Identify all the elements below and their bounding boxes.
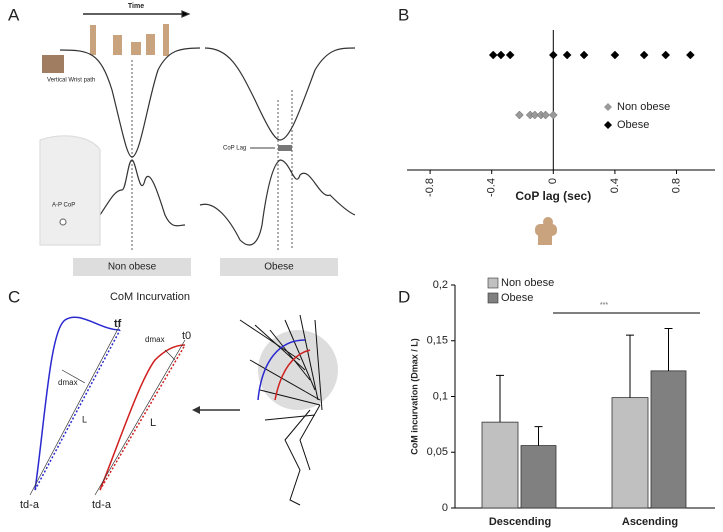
cop-lag-label: CoP Lag [223, 146, 246, 152]
cop-marker [59, 218, 67, 226]
x-tick-label: -0.4 [486, 178, 498, 197]
error-bar [496, 374, 504, 423]
length-label: L [150, 417, 156, 429]
dmax-label: dmax [145, 335, 165, 344]
point [639, 50, 649, 60]
legend-marker [604, 121, 612, 129]
stick-figure [239, 314, 323, 506]
time-label: Time [128, 3, 144, 10]
highlight [258, 330, 338, 410]
point [541, 110, 550, 120]
group-box [220, 258, 338, 276]
x-tick-label: -0.8 [424, 178, 436, 197]
panel-label: A [8, 5, 20, 24]
cop-lag-bar [278, 145, 292, 151]
wrist-path [204, 47, 356, 141]
legend-marker [487, 292, 499, 304]
point [661, 50, 671, 60]
x-tick-label: Descending [489, 516, 551, 528]
panel-title: CoM Incurvation [110, 291, 190, 303]
arrow-head [192, 406, 200, 414]
wrist-label: Vertical Wrist path [47, 78, 95, 84]
bar [650, 370, 687, 509]
arrow-head [181, 10, 191, 18]
bar [611, 397, 649, 509]
legend-marker [487, 277, 499, 289]
point [496, 50, 506, 60]
length-line [29, 324, 121, 496]
point [515, 110, 524, 120]
dmax-line [61, 369, 86, 384]
cop-path [199, 159, 356, 246]
red-chord [99, 344, 186, 491]
blue-arc [257, 339, 306, 401]
dmax-label: dmax [58, 378, 78, 387]
legend-marker [604, 103, 612, 111]
error-bar [626, 334, 634, 398]
error-bar [664, 327, 673, 371]
x-tick-label: Ascending [622, 516, 678, 528]
point [610, 50, 620, 60]
panel-label: B [398, 5, 409, 24]
length-line [94, 339, 186, 496]
point [686, 50, 695, 60]
point [562, 50, 572, 60]
figures [42, 24, 169, 73]
point [530, 110, 540, 120]
ap-cop-label: A-P CoP [52, 203, 75, 209]
red-curve [99, 344, 186, 491]
panel-label: D [398, 287, 410, 306]
legend-label: Non obese [617, 101, 670, 113]
y-tick-label: 0,05 [427, 446, 448, 458]
blue-chord [34, 329, 121, 491]
bar [481, 421, 519, 509]
endpoint-label: td-a [92, 499, 112, 511]
crouch-figure [535, 217, 557, 245]
y-tick-label: 0,1 [433, 390, 448, 402]
endpoint-label: td-a [20, 499, 40, 511]
legend-label: Obese [617, 119, 649, 131]
x-tick-label: 0.8 [670, 178, 682, 193]
legend-label: Non obese [501, 277, 554, 289]
blue-curve [34, 316, 121, 491]
point [579, 50, 589, 60]
group-label: Non obese [108, 262, 157, 273]
group-box [73, 258, 191, 276]
y-tick-label: 0,15 [427, 335, 448, 347]
bar [520, 445, 557, 509]
point [548, 50, 558, 60]
endpoint-label: tf [114, 318, 122, 330]
y-tick-label: 0,2 [433, 279, 448, 291]
legend-label: Obese [501, 292, 533, 304]
point [505, 50, 515, 60]
point [488, 50, 498, 60]
panel-a [39, 10, 356, 276]
dmax-line [164, 349, 176, 361]
point [548, 110, 558, 120]
endpoint-label: t0 [182, 330, 191, 342]
y-axis-label: CoM incurvation (Dmax / L) [409, 338, 419, 455]
group-label: Obese [264, 262, 294, 273]
annotation: *** [600, 302, 608, 309]
x-axis-label: CoP lag (sec) [515, 189, 591, 203]
red-arc [274, 349, 311, 401]
x-tick-label: 0 [547, 178, 559, 184]
cop-path [99, 159, 186, 227]
panel-label: C [8, 287, 20, 306]
y-tick-label: 0 [442, 502, 448, 514]
panel-c [29, 314, 338, 506]
foot [39, 135, 101, 246]
length-label: L [82, 414, 87, 424]
x-tick-label: 0.4 [609, 178, 621, 193]
error-bar [534, 426, 543, 446]
